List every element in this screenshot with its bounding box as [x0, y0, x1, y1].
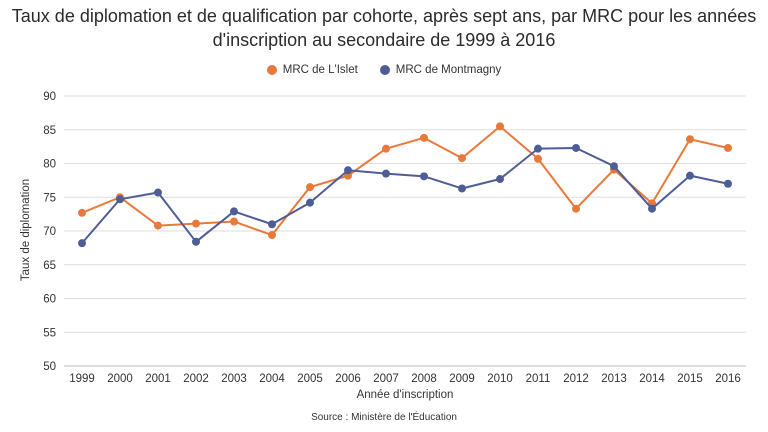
data-point	[572, 204, 580, 213]
x-tick-label: 2009	[449, 373, 475, 385]
legend-item-montmagny: MRC de Montmagny	[379, 64, 502, 76]
data-point	[192, 219, 200, 228]
data-point	[116, 195, 124, 204]
data-point	[648, 204, 656, 213]
x-axis-label: Année d'inscription	[357, 389, 454, 401]
x-tick-label: 2015	[677, 373, 703, 385]
x-tick-label: 2016	[715, 373, 741, 385]
series-0	[78, 122, 732, 240]
legend-swatch-montmagny	[379, 65, 390, 75]
data-point	[344, 166, 352, 175]
data-point	[458, 184, 466, 193]
data-point	[534, 144, 542, 153]
y-tick-label: 75	[43, 192, 56, 204]
data-point	[230, 217, 238, 226]
data-point	[686, 171, 694, 180]
y-tick-label: 70	[43, 226, 56, 238]
y-tick-label: 65	[43, 260, 56, 272]
y-axis-label: Taux de diplomation	[20, 179, 32, 281]
data-point	[154, 188, 162, 197]
data-point	[154, 221, 162, 230]
data-point	[306, 183, 314, 192]
data-point	[230, 207, 238, 216]
legend: MRC de L'Islet MRC de Montmagny	[0, 64, 768, 76]
y-tick-label: 50	[43, 361, 56, 373]
data-point	[78, 239, 86, 248]
x-tick-label: 2005	[297, 373, 323, 385]
data-point	[496, 122, 504, 131]
data-point	[496, 175, 504, 184]
legend-item-islet: MRC de L'Islet	[266, 64, 358, 76]
data-point	[78, 208, 86, 217]
y-tick-label: 85	[43, 125, 56, 137]
source-note: Source : Ministère de l'Éducation	[311, 412, 457, 423]
y-tick-label: 55	[43, 327, 56, 339]
data-point	[610, 162, 618, 171]
x-tick-label: 1999	[69, 373, 95, 385]
y-tick-label: 80	[43, 159, 56, 171]
data-point	[382, 169, 390, 178]
series-line	[81, 146, 729, 244]
x-tick-label: 2003	[221, 373, 247, 385]
y-tick-label: 60	[43, 294, 56, 306]
data-point	[724, 143, 732, 152]
series-line	[81, 125, 729, 237]
x-tick-label: 2000	[107, 373, 133, 385]
data-point	[268, 231, 276, 240]
x-tick-label: 2006	[335, 373, 361, 385]
data-point	[420, 133, 428, 142]
data-point	[458, 154, 466, 163]
x-tick-label: 2012	[563, 373, 589, 385]
data-point	[192, 237, 200, 246]
x-tick-label: 2013	[601, 373, 627, 385]
data-point	[724, 179, 732, 188]
x-tick-label: 2001	[145, 373, 171, 385]
x-tick-label: 2014	[639, 373, 665, 385]
data-point	[268, 220, 276, 229]
data-point	[572, 143, 580, 152]
x-tick-label: 2010	[487, 373, 513, 385]
x-tick-label: 2007	[373, 373, 399, 385]
data-point	[534, 154, 542, 163]
legend-label-islet: MRC de L'Islet	[282, 64, 358, 76]
data-point	[686, 135, 694, 144]
chart-title: Taux de diplomation et de qualification …	[11, 6, 757, 50]
x-tick-label: 2011	[526, 373, 551, 385]
series-1	[78, 143, 732, 248]
legend-swatch-islet	[266, 65, 277, 75]
x-tick-label: 2004	[259, 373, 285, 385]
data-point	[420, 172, 428, 181]
y-tick-label: 90	[43, 91, 56, 103]
data-point	[382, 144, 390, 153]
x-tick-label: 2008	[411, 373, 437, 385]
data-point	[306, 198, 314, 207]
x-tick-label: 2002	[183, 373, 209, 385]
legend-label-montmagny: MRC de Montmagny	[395, 64, 502, 76]
